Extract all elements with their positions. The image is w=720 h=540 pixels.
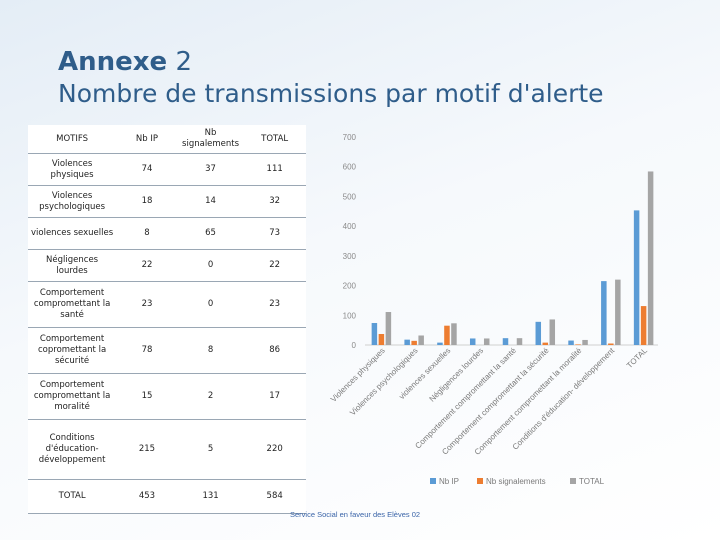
cell-motif: Comportement compromettant la santé [28, 281, 117, 328]
y-tick-label: 0 [352, 341, 357, 350]
slide-title: Annexe 2 Nombre de transmissions par mot… [58, 46, 604, 110]
x-tick-label: TOTAL [625, 346, 649, 370]
bar-nb-ip [502, 338, 509, 345]
bar-total [549, 319, 556, 345]
header-motifs: MOTIFS [28, 125, 117, 154]
cell-nb-ip: 215 [116, 419, 178, 480]
cell-nb-signalements: 2 [177, 373, 244, 420]
cell-nb-signalements: 37 [177, 153, 244, 186]
table-row: Comportement compromettant la moralité 1… [28, 373, 306, 420]
y-tick-label: 600 [343, 163, 357, 172]
y-tick-label: 400 [343, 222, 357, 231]
header-nb-signalements: Nb signalements [177, 125, 244, 154]
legend-swatch [430, 478, 436, 484]
cell-total: 32 [243, 185, 306, 218]
header-total: TOTAL [243, 125, 306, 154]
title-subtitle: Nombre de transmissions par motif d'aler… [58, 79, 604, 108]
bar-nb-ip [437, 342, 443, 345]
table-row: Violences psychologiques 18 14 32 [28, 185, 306, 218]
table-row-total: TOTAL 453 131 584 [28, 479, 306, 514]
cell-nb-ip: 78 [116, 327, 178, 374]
cell-nb-signalements: 65 [177, 217, 244, 250]
bar-total [582, 339, 588, 345]
table-row: Comportement compromettant la santé 23 0… [28, 281, 306, 328]
bar-total [615, 279, 621, 345]
bar-nb-ip [568, 340, 574, 345]
cell-total: 73 [243, 217, 306, 250]
cell-nb-signalements: 0 [177, 249, 244, 282]
footer-text: Service Social en faveur des Elèves 02 [290, 510, 421, 519]
cell-motif: TOTAL [28, 479, 117, 514]
cell-nb-signalements: 0 [177, 281, 244, 328]
cell-nb-ip: 22 [116, 249, 178, 282]
bar-total [483, 338, 490, 345]
bar-total [418, 335, 424, 345]
cell-motif: Violences physiques [28, 153, 117, 186]
cell-nb-signalements: 8 [177, 327, 244, 374]
cell-motif: Violences psychologiques [28, 185, 117, 218]
cell-nb-ip: 453 [116, 479, 178, 514]
cell-motif: Comportement compromettant la moralité [28, 373, 117, 420]
x-tick-label: Violences psychologiques [348, 346, 419, 417]
cell-motif: Conditions d'éducation-développement [28, 419, 117, 480]
y-tick-label: 100 [343, 311, 357, 320]
cell-total: 17 [243, 373, 306, 420]
bar-total [516, 338, 523, 345]
legend-swatch [477, 478, 483, 484]
table-row: Conditions d'éducation-développement 215… [28, 419, 306, 480]
bar-total [647, 171, 654, 345]
cell-nb-signalements: 131 [177, 479, 244, 514]
y-tick-label: 200 [343, 282, 357, 291]
title-annexe: Annexe [58, 47, 168, 77]
cell-motif: Comportement copromettant la sécurité [28, 327, 117, 374]
cell-total: 23 [243, 281, 306, 328]
bar-nb-signalements [542, 342, 549, 345]
cell-nb-signalements: 5 [177, 419, 244, 480]
bar-nb-signalements [411, 340, 417, 345]
cell-nb-ip: 15 [116, 373, 178, 420]
bar-nb-signalements [608, 343, 614, 345]
cell-nb-signalements: 14 [177, 185, 244, 218]
x-tick-label: Violences physiques [329, 346, 387, 404]
cell-nb-ip: 74 [116, 153, 178, 186]
table-row: Comportement copromettant la sécurité 78… [28, 327, 306, 374]
cell-nb-ip: 8 [116, 217, 178, 250]
y-tick-label: 500 [343, 192, 357, 201]
legend-label: TOTAL [579, 477, 605, 486]
legend-label: Nb signalements [486, 477, 546, 486]
title-number: 2 [167, 47, 192, 77]
bar-nb-signalements [640, 306, 647, 345]
bar-nb-ip [469, 338, 476, 345]
bar-nb-ip [535, 321, 542, 345]
y-tick-label: 300 [343, 252, 357, 261]
y-tick-label: 700 [343, 133, 357, 142]
cell-motif: Négligences lourdes [28, 249, 117, 282]
cell-nb-ip: 23 [116, 281, 178, 328]
bar-nb-signalements [575, 344, 581, 345]
bar-total [451, 323, 457, 345]
table-row: violences sexuelles 8 65 73 [28, 217, 306, 250]
data-table: MOTIFS Nb IP Nb signalements TOTAL Viole… [28, 125, 306, 514]
header-nb-ip: Nb IP [116, 125, 178, 154]
bar-nb-signalements [378, 334, 385, 345]
bar-nb-ip [371, 323, 378, 345]
cell-motif: violences sexuelles [28, 217, 117, 250]
legend-swatch [570, 478, 576, 484]
cell-total: 111 [243, 153, 306, 186]
legend-label: Nb IP [439, 477, 459, 486]
bar-nb-ip [601, 281, 607, 345]
bar-nb-signalements [444, 325, 450, 345]
cell-total: 584 [243, 479, 306, 514]
bar-chart: 0 100 200 300 400 500 600 700 Violences physique… [329, 133, 658, 486]
cell-nb-ip: 18 [116, 185, 178, 218]
bar-total [385, 312, 392, 345]
table-header-row: MOTIFS Nb IP Nb signalements TOTAL [28, 125, 306, 154]
bar-nb-ip [633, 210, 640, 345]
cell-total: 86 [243, 327, 306, 374]
bar-nb-ip [404, 339, 410, 345]
cell-total: 220 [243, 419, 306, 480]
table-row: Violences physiques 74 37 111 [28, 153, 306, 186]
table-row: Négligences lourdes 22 0 22 [28, 249, 306, 282]
cell-total: 22 [243, 249, 306, 282]
